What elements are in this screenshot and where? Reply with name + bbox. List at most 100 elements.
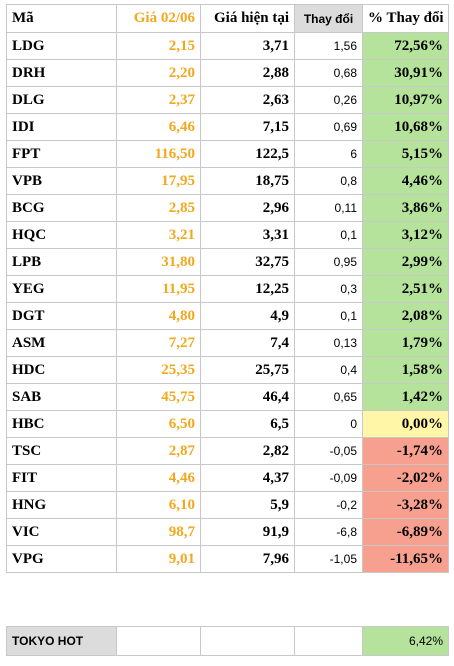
cell-current-price[interactable]: 91,9: [200, 518, 295, 546]
cell-change[interactable]: -1,05: [294, 545, 363, 573]
cell-old-price[interactable]: 25,35: [116, 356, 201, 384]
cell-change[interactable]: -0,05: [294, 437, 363, 465]
cell-current-price[interactable]: 2,82: [200, 437, 295, 465]
cell-change[interactable]: 0,95: [294, 248, 363, 276]
cell-code[interactable]: VPB: [6, 167, 117, 195]
cell-pct-change[interactable]: 2,99%: [362, 248, 449, 276]
cell-change[interactable]: 1,56: [294, 32, 363, 60]
cell-change[interactable]: 0,65: [294, 383, 363, 411]
summary-pct[interactable]: 6,42%: [362, 626, 449, 656]
cell-code[interactable]: HQC: [6, 221, 117, 249]
cell-pct-change[interactable]: 72,56%: [362, 32, 449, 60]
cell-pct-change[interactable]: -2,02%: [362, 464, 449, 492]
cell-old-price[interactable]: 2,20: [116, 59, 201, 87]
cell-change[interactable]: 6: [294, 140, 363, 168]
cell-pct-change[interactable]: 1,79%: [362, 329, 449, 357]
cell-code[interactable]: DRH: [6, 59, 117, 87]
cell-change[interactable]: 0: [294, 410, 363, 438]
cell-code[interactable]: IDI: [6, 113, 117, 141]
cell-current-price[interactable]: 5,9: [200, 491, 295, 519]
cell-change[interactable]: -0,2: [294, 491, 363, 519]
cell-current-price[interactable]: 7,15: [200, 113, 295, 141]
cell-old-price[interactable]: 2,37: [116, 86, 201, 114]
cell-code[interactable]: SAB: [6, 383, 117, 411]
summary-empty-cell[interactable]: [294, 626, 363, 656]
cell-pct-change[interactable]: -6,89%: [362, 518, 449, 546]
cell-current-price[interactable]: 2,63: [200, 86, 295, 114]
cell-current-price[interactable]: 25,75: [200, 356, 295, 384]
header-pct-change[interactable]: % Thay đổi: [362, 4, 449, 33]
cell-current-price[interactable]: 3,31: [200, 221, 295, 249]
cell-change[interactable]: -0,09: [294, 464, 363, 492]
cell-code[interactable]: YEG: [6, 275, 117, 303]
cell-code[interactable]: LPB: [6, 248, 117, 276]
cell-change[interactable]: 0,11: [294, 194, 363, 222]
cell-current-price[interactable]: 2,96: [200, 194, 295, 222]
summary-empty-cell[interactable]: [200, 626, 295, 656]
cell-current-price[interactable]: 3,71: [200, 32, 295, 60]
cell-old-price[interactable]: 11,95: [116, 275, 201, 303]
cell-old-price[interactable]: 31,80: [116, 248, 201, 276]
cell-current-price[interactable]: 7,4: [200, 329, 295, 357]
cell-code[interactable]: VPG: [6, 545, 117, 573]
cell-pct-change[interactable]: 10,97%: [362, 86, 449, 114]
cell-code[interactable]: ASM: [6, 329, 117, 357]
cell-old-price[interactable]: 17,95: [116, 167, 201, 195]
cell-old-price[interactable]: 9,01: [116, 545, 201, 573]
cell-pct-change[interactable]: 3,86%: [362, 194, 449, 222]
cell-current-price[interactable]: 12,25: [200, 275, 295, 303]
cell-change[interactable]: 0,3: [294, 275, 363, 303]
cell-code[interactable]: DGT: [6, 302, 117, 330]
cell-change[interactable]: 0,1: [294, 221, 363, 249]
cell-code[interactable]: VIC: [6, 518, 117, 546]
cell-old-price[interactable]: 7,27: [116, 329, 201, 357]
cell-code[interactable]: TSC: [6, 437, 117, 465]
cell-old-price[interactable]: 3,21: [116, 221, 201, 249]
cell-pct-change[interactable]: 30,91%: [362, 59, 449, 87]
cell-pct-change[interactable]: 10,68%: [362, 113, 449, 141]
cell-pct-change[interactable]: 3,12%: [362, 221, 449, 249]
cell-old-price[interactable]: 2,85: [116, 194, 201, 222]
cell-old-price[interactable]: 2,15: [116, 32, 201, 60]
cell-pct-change[interactable]: 1,58%: [362, 356, 449, 384]
cell-old-price[interactable]: 116,50: [116, 140, 201, 168]
cell-change[interactable]: 0,4: [294, 356, 363, 384]
cell-code[interactable]: HNG: [6, 491, 117, 519]
cell-pct-change[interactable]: 4,46%: [362, 167, 449, 195]
cell-pct-change[interactable]: 0,00%: [362, 410, 449, 438]
cell-current-price[interactable]: 4,9: [200, 302, 295, 330]
cell-code[interactable]: FPT: [6, 140, 117, 168]
cell-change[interactable]: 0,68: [294, 59, 363, 87]
cell-change[interactable]: 0,69: [294, 113, 363, 141]
cell-pct-change[interactable]: 2,08%: [362, 302, 449, 330]
cell-old-price[interactable]: 2,87: [116, 437, 201, 465]
cell-pct-change[interactable]: -3,28%: [362, 491, 449, 519]
header-change[interactable]: Thay đổi: [294, 4, 363, 33]
cell-current-price[interactable]: 46,4: [200, 383, 295, 411]
cell-current-price[interactable]: 18,75: [200, 167, 295, 195]
cell-code[interactable]: DLG: [6, 86, 117, 114]
cell-change[interactable]: -6,8: [294, 518, 363, 546]
cell-change[interactable]: 0,26: [294, 86, 363, 114]
cell-code[interactable]: LDG: [6, 32, 117, 60]
cell-change[interactable]: 0,13: [294, 329, 363, 357]
cell-current-price[interactable]: 32,75: [200, 248, 295, 276]
cell-old-price[interactable]: 98,7: [116, 518, 201, 546]
cell-current-price[interactable]: 6,5: [200, 410, 295, 438]
cell-pct-change[interactable]: 2,51%: [362, 275, 449, 303]
cell-code[interactable]: FIT: [6, 464, 117, 492]
cell-old-price[interactable]: 45,75: [116, 383, 201, 411]
cell-pct-change[interactable]: -1,74%: [362, 437, 449, 465]
cell-old-price[interactable]: 4,80: [116, 302, 201, 330]
header-code[interactable]: Mã: [6, 4, 117, 33]
cell-pct-change[interactable]: 1,42%: [362, 383, 449, 411]
cell-current-price[interactable]: 2,88: [200, 59, 295, 87]
cell-code[interactable]: HBC: [6, 410, 117, 438]
cell-old-price[interactable]: 4,46: [116, 464, 201, 492]
cell-pct-change[interactable]: -11,65%: [362, 545, 449, 573]
summary-empty-cell[interactable]: [116, 626, 201, 656]
cell-code[interactable]: BCG: [6, 194, 117, 222]
cell-old-price[interactable]: 6,10: [116, 491, 201, 519]
cell-old-price[interactable]: 6,46: [116, 113, 201, 141]
cell-current-price[interactable]: 4,37: [200, 464, 295, 492]
